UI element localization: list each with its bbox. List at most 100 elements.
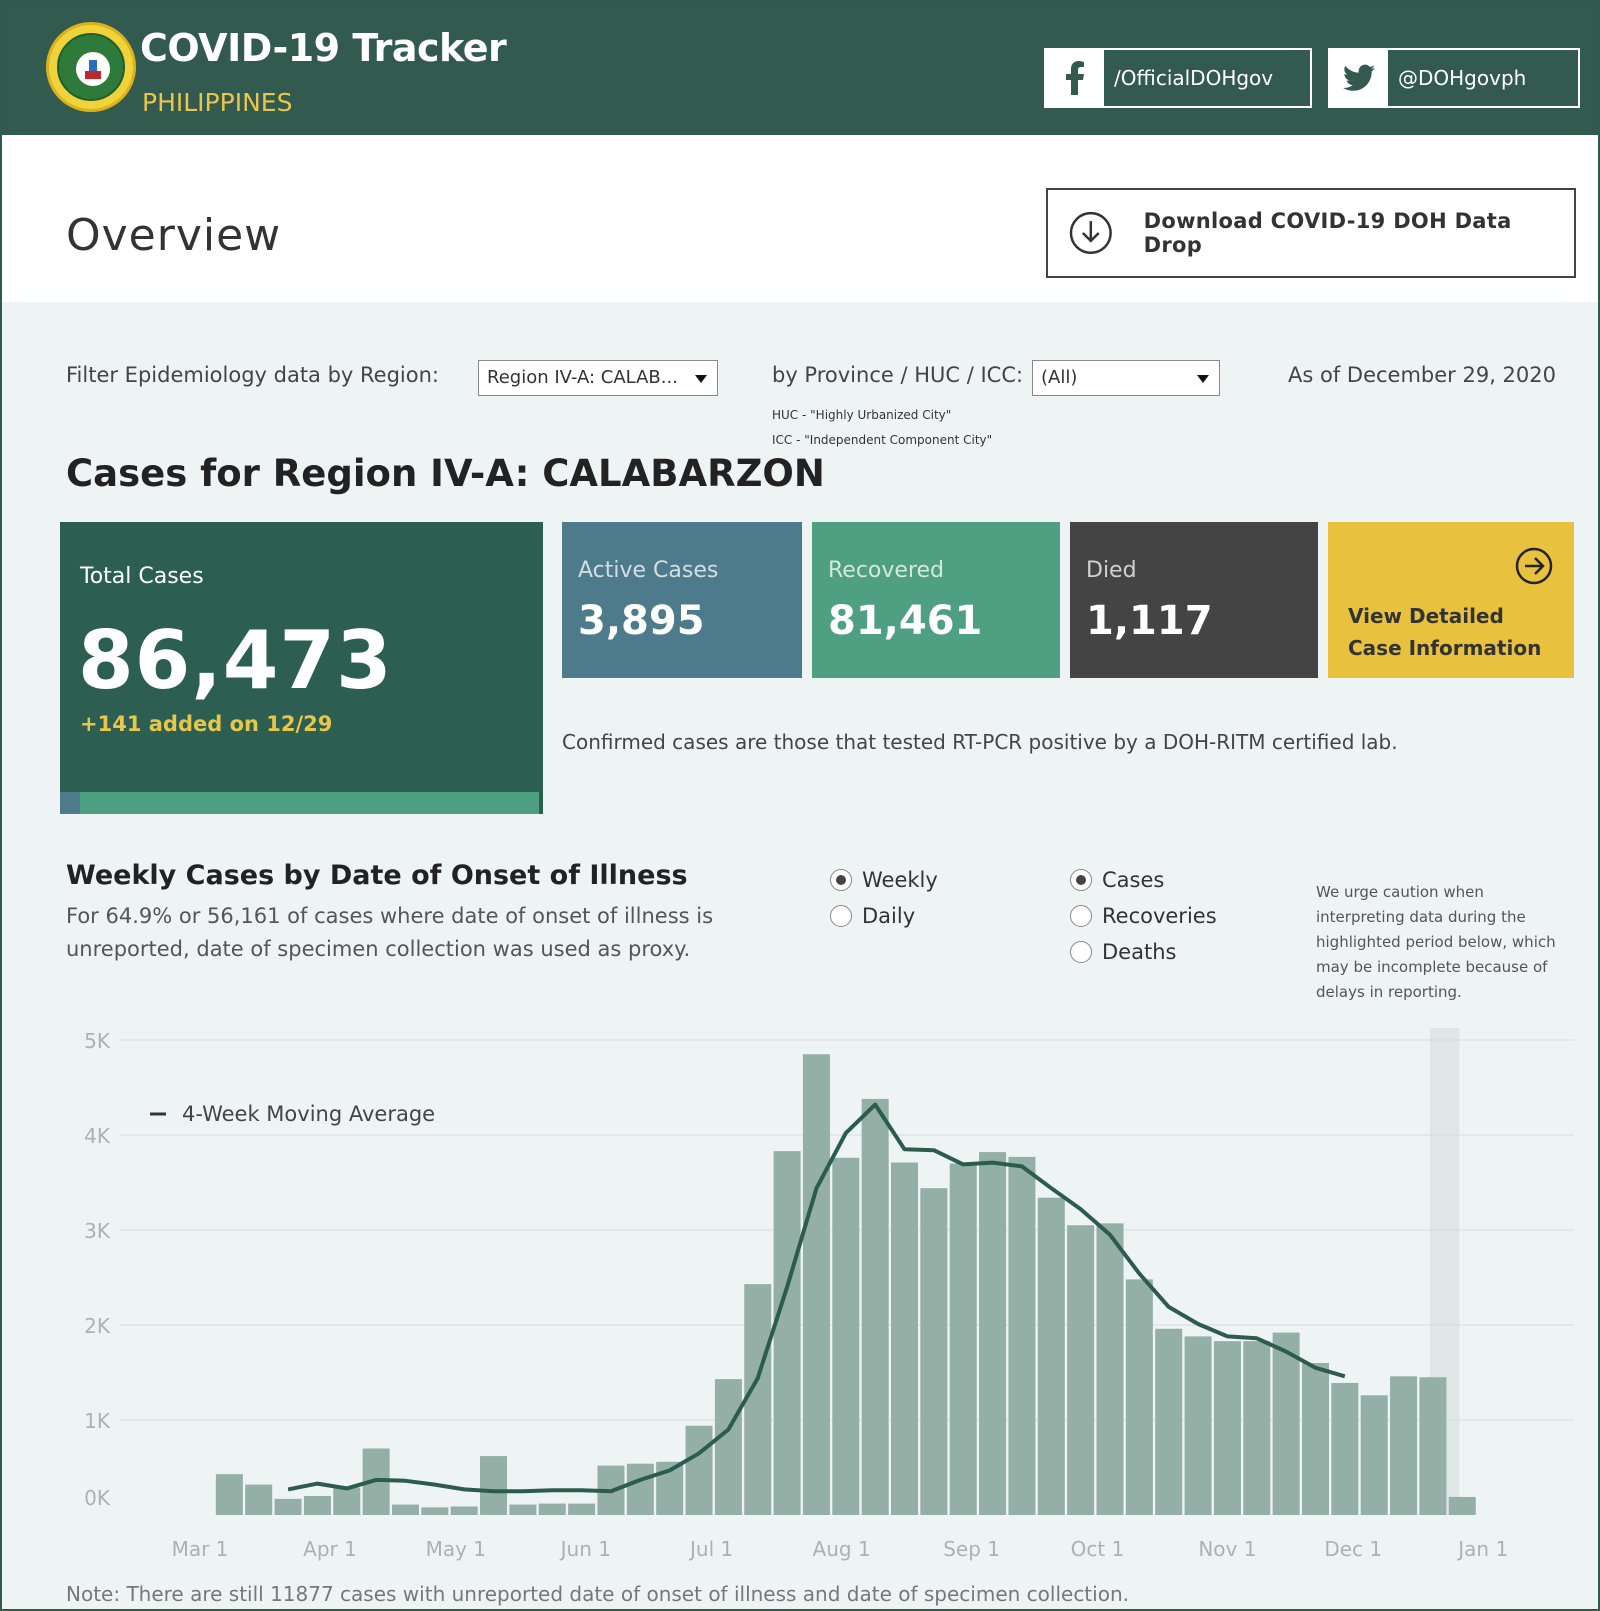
bar-weekly-cases [802, 1054, 830, 1515]
chevron-down-icon [1197, 375, 1209, 383]
caution-note: We urge caution when interpreting data d… [1316, 880, 1574, 1005]
x-tick-label: Oct 1 [1071, 1537, 1125, 1561]
radio-unselected-icon [1070, 941, 1092, 963]
province-select-value: (All) [1041, 367, 1078, 388]
recovered-share-bar [80, 792, 539, 814]
doh-seal-logo [46, 22, 136, 112]
facebook-icon [1046, 50, 1104, 106]
active-cases-label: Active Cases [578, 558, 719, 583]
twitter-label: @DOHgovph [1398, 66, 1527, 90]
bar-weekly-cases [626, 1463, 654, 1515]
chart-footnote: Note: There are still 11877 cases with u… [66, 1582, 1129, 1606]
arrow-right-circle-icon [1515, 547, 1553, 585]
app-subtitle: PHILIPPINES [142, 88, 293, 117]
radio-unselected-icon [1070, 905, 1092, 927]
bar-weekly-cases [509, 1504, 537, 1515]
province-select[interactable]: (All) [1032, 360, 1220, 396]
bar-weekly-cases [949, 1163, 977, 1515]
caution-line: interpreting data during the [1316, 908, 1526, 926]
bar-weekly-cases [832, 1157, 860, 1515]
total-cases-label: Total Cases [80, 564, 204, 589]
active-cases-value: 3,895 [578, 598, 705, 644]
download-arrow-icon [1069, 211, 1112, 255]
bar-weekly-cases [1419, 1377, 1447, 1515]
bar-weekly-cases [1301, 1363, 1329, 1515]
died-card: Died 1,117 [1070, 522, 1318, 678]
detail-label-line2: Case Information [1348, 636, 1542, 660]
bar-weekly-cases [1096, 1223, 1124, 1515]
y-tick-label: 5K [84, 1029, 111, 1053]
bar-weekly-cases [1272, 1332, 1300, 1515]
recovered-value: 81,461 [828, 598, 983, 644]
bar-weekly-cases [979, 1152, 1007, 1515]
radio-daily-label: Daily [862, 904, 916, 928]
chart-title: Weekly Cases by Date of Onset of Illness [66, 860, 688, 891]
bar-weekly-cases [861, 1098, 889, 1515]
bar-weekly-cases [421, 1507, 449, 1515]
y-tick-label: 4K [84, 1124, 111, 1148]
bar-weekly-cases [714, 1379, 742, 1515]
radio-deaths-label: Deaths [1102, 940, 1177, 964]
died-value: 1,117 [1086, 598, 1213, 644]
radio-unselected-icon [830, 905, 852, 927]
region-select[interactable]: Region IV-A: CALAB... [478, 360, 718, 396]
bar-weekly-cases [1067, 1225, 1095, 1515]
bar-weekly-cases [1360, 1395, 1388, 1515]
bar-weekly-cases [568, 1503, 596, 1515]
as-of-date: As of December 29, 2020 [1288, 363, 1556, 387]
twitter-link[interactable]: @DOHgovph [1328, 48, 1580, 108]
total-cases-value: 86,473 [78, 614, 393, 707]
caution-line: may be incomplete because of [1316, 958, 1548, 976]
x-tick-label: Nov 1 [1198, 1537, 1256, 1561]
region-filter-label: Filter Epidemiology data by Region: [66, 363, 439, 387]
bar-weekly-cases [773, 1151, 801, 1515]
x-tick-label: Jan 1 [1456, 1537, 1508, 1561]
x-tick-label: May 1 [426, 1537, 486, 1561]
total-cases-card: Total Cases 86,473 +141 added on 12/29 [60, 522, 543, 814]
overview-title: Overview [66, 210, 282, 261]
bar-weekly-cases [538, 1503, 566, 1515]
bar-weekly-cases [1184, 1336, 1212, 1515]
bar-weekly-cases [685, 1425, 713, 1515]
bar-weekly-cases [1155, 1328, 1183, 1515]
view-detailed-case-button[interactable]: View Detailed Case Information [1328, 522, 1574, 678]
chart-subtitle-line1: For 64.9% or 56,161 of cases where date … [66, 904, 714, 928]
chart-subtitle: For 64.9% or 56,161 of cases where date … [66, 900, 766, 966]
radio-weekly[interactable]: Weekly [830, 868, 938, 892]
radio-selected-icon [1070, 869, 1092, 891]
legend-label: 4-Week Moving Average [182, 1102, 435, 1126]
huc-note: HUC - "Highly Urbanized City" [772, 408, 952, 422]
download-data-drop-button[interactable]: Download COVID-19 DOH Data Drop [1046, 188, 1576, 278]
died-label: Died [1086, 558, 1137, 583]
bar-weekly-cases [1390, 1376, 1418, 1515]
radio-recoveries[interactable]: Recoveries [1070, 904, 1217, 928]
radio-deaths[interactable]: Deaths [1070, 940, 1176, 964]
facebook-link[interactable]: /OfficialDOHgov [1044, 48, 1312, 108]
bar-weekly-cases [480, 1456, 508, 1515]
bar-weekly-cases [215, 1474, 243, 1515]
twitter-icon [1330, 50, 1388, 106]
recovered-label: Recovered [828, 558, 945, 583]
radio-cases-label: Cases [1102, 868, 1165, 892]
download-label: Download COVID-19 DOH Data Drop [1143, 209, 1512, 257]
confirmed-cases-note: Confirmed cases are those that tested RT… [562, 730, 1398, 754]
recovered-card: Recovered 81,461 [812, 522, 1060, 678]
chevron-down-icon [695, 375, 707, 383]
icc-note: ICC - "Independent Component City" [772, 433, 993, 447]
bar-weekly-cases [450, 1506, 478, 1515]
bar-weekly-cases [1213, 1341, 1241, 1515]
x-tick-label: Apr 1 [303, 1537, 357, 1561]
y-tick-label: 2K [84, 1314, 111, 1338]
total-cases-added: +141 added on 12/29 [80, 712, 333, 736]
region-title: Cases for Region IV-A: CALABARZON [66, 452, 825, 495]
x-tick-label: Sep 1 [943, 1537, 1000, 1561]
bar-weekly-cases [1125, 1279, 1153, 1515]
region-select-value: Region IV-A: CALAB... [487, 367, 678, 388]
radio-daily[interactable]: Daily [830, 904, 915, 928]
top-header: COVID-19 Tracker PHILIPPINES /OfficialDO… [2, 2, 1598, 135]
radio-cases[interactable]: Cases [1070, 868, 1164, 892]
moving-average-line [287, 1102, 1346, 1494]
detail-label-line1: View Detailed [1348, 604, 1504, 628]
x-tick-label: Jul 1 [688, 1537, 733, 1561]
